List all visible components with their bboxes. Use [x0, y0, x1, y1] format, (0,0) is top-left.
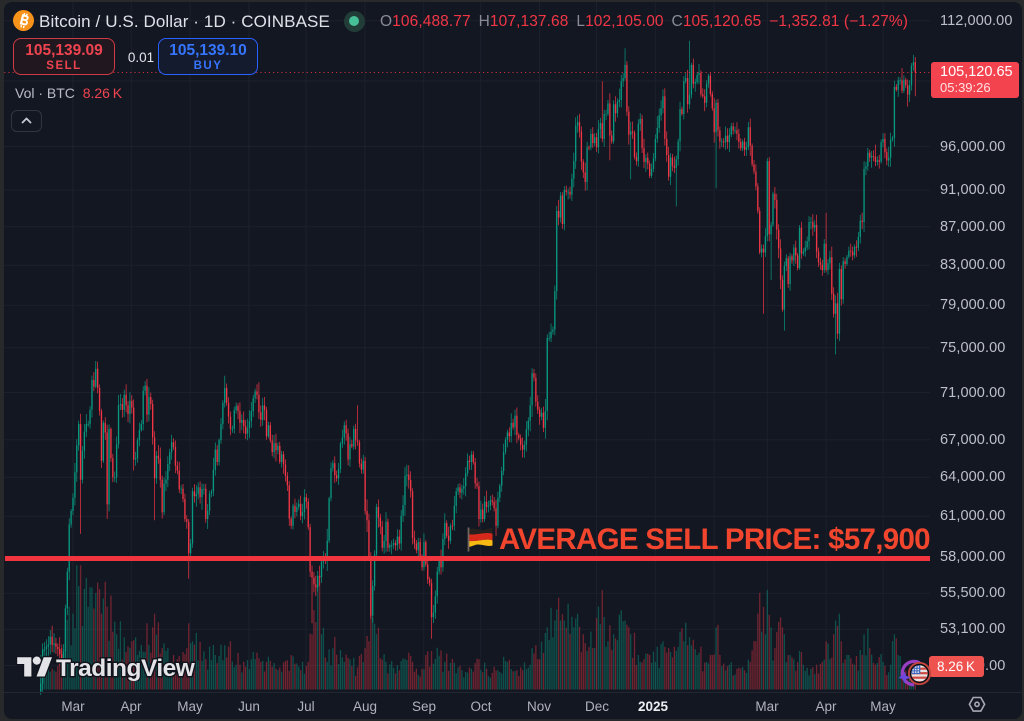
svg-text:TradingView: TradingView	[56, 655, 196, 681]
